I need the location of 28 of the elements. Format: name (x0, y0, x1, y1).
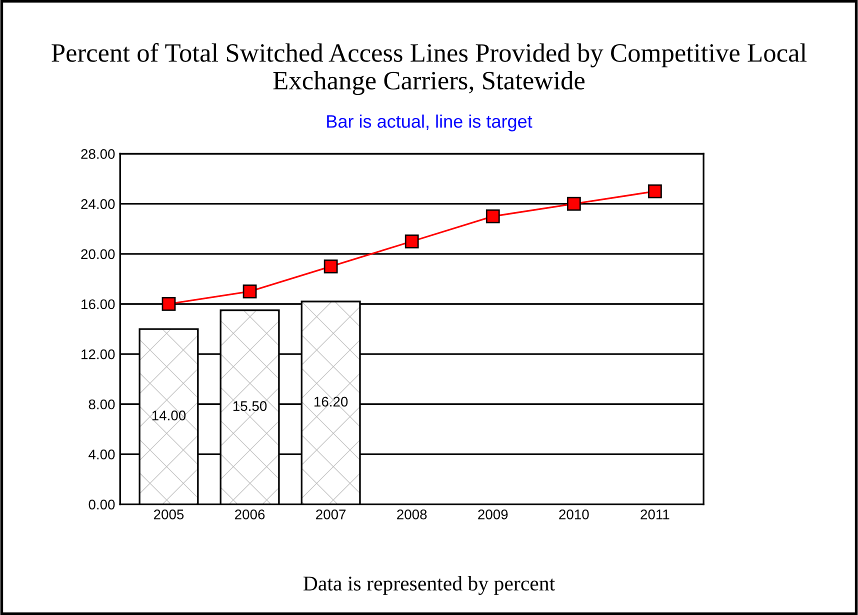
point (324, 259, 338, 274)
x-tick-label: 2010 (559, 510, 589, 520)
y-tick-label: 16.00 (82, 299, 115, 310)
chart-subtitle: Bar is actual, line is target (327, 114, 532, 132)
y-tick-label: 24.00 (81, 199, 115, 209)
y-tick-label: 28.00 (81, 149, 115, 159)
data-label: 15.50 (233, 401, 267, 411)
y-tick-label: 20.00 (81, 249, 115, 260)
text: Data is represented by percent (303, 576, 555, 595)
point (566, 196, 581, 211)
y-tick-label: 0.00 (88, 500, 115, 510)
x-tick-label: 2006 (235, 510, 265, 520)
y-tick-label: 12.00 (82, 349, 115, 360)
x-tick-label: 2005 (154, 510, 184, 520)
x-tick-label: 2009 (478, 510, 508, 520)
x-tick-label: 2011 (640, 510, 670, 520)
x-tick-label: 2007 (316, 510, 346, 520)
chart-title: Percent of Total Switched Access Lines Provided by Competitive Local Exchange Carriers, Statewide (52, 43, 807, 95)
point (486, 209, 500, 224)
point (648, 184, 662, 198)
data-label: 16.20 (314, 396, 348, 407)
point (242, 284, 257, 298)
y-tick-label: 8.00 (88, 399, 115, 410)
point (162, 297, 176, 311)
point (404, 234, 419, 248)
y-tick-label: 4.00 (88, 450, 115, 460)
x-tick-label: 2008 (397, 510, 427, 520)
data-label: 14.00 (152, 410, 186, 420)
